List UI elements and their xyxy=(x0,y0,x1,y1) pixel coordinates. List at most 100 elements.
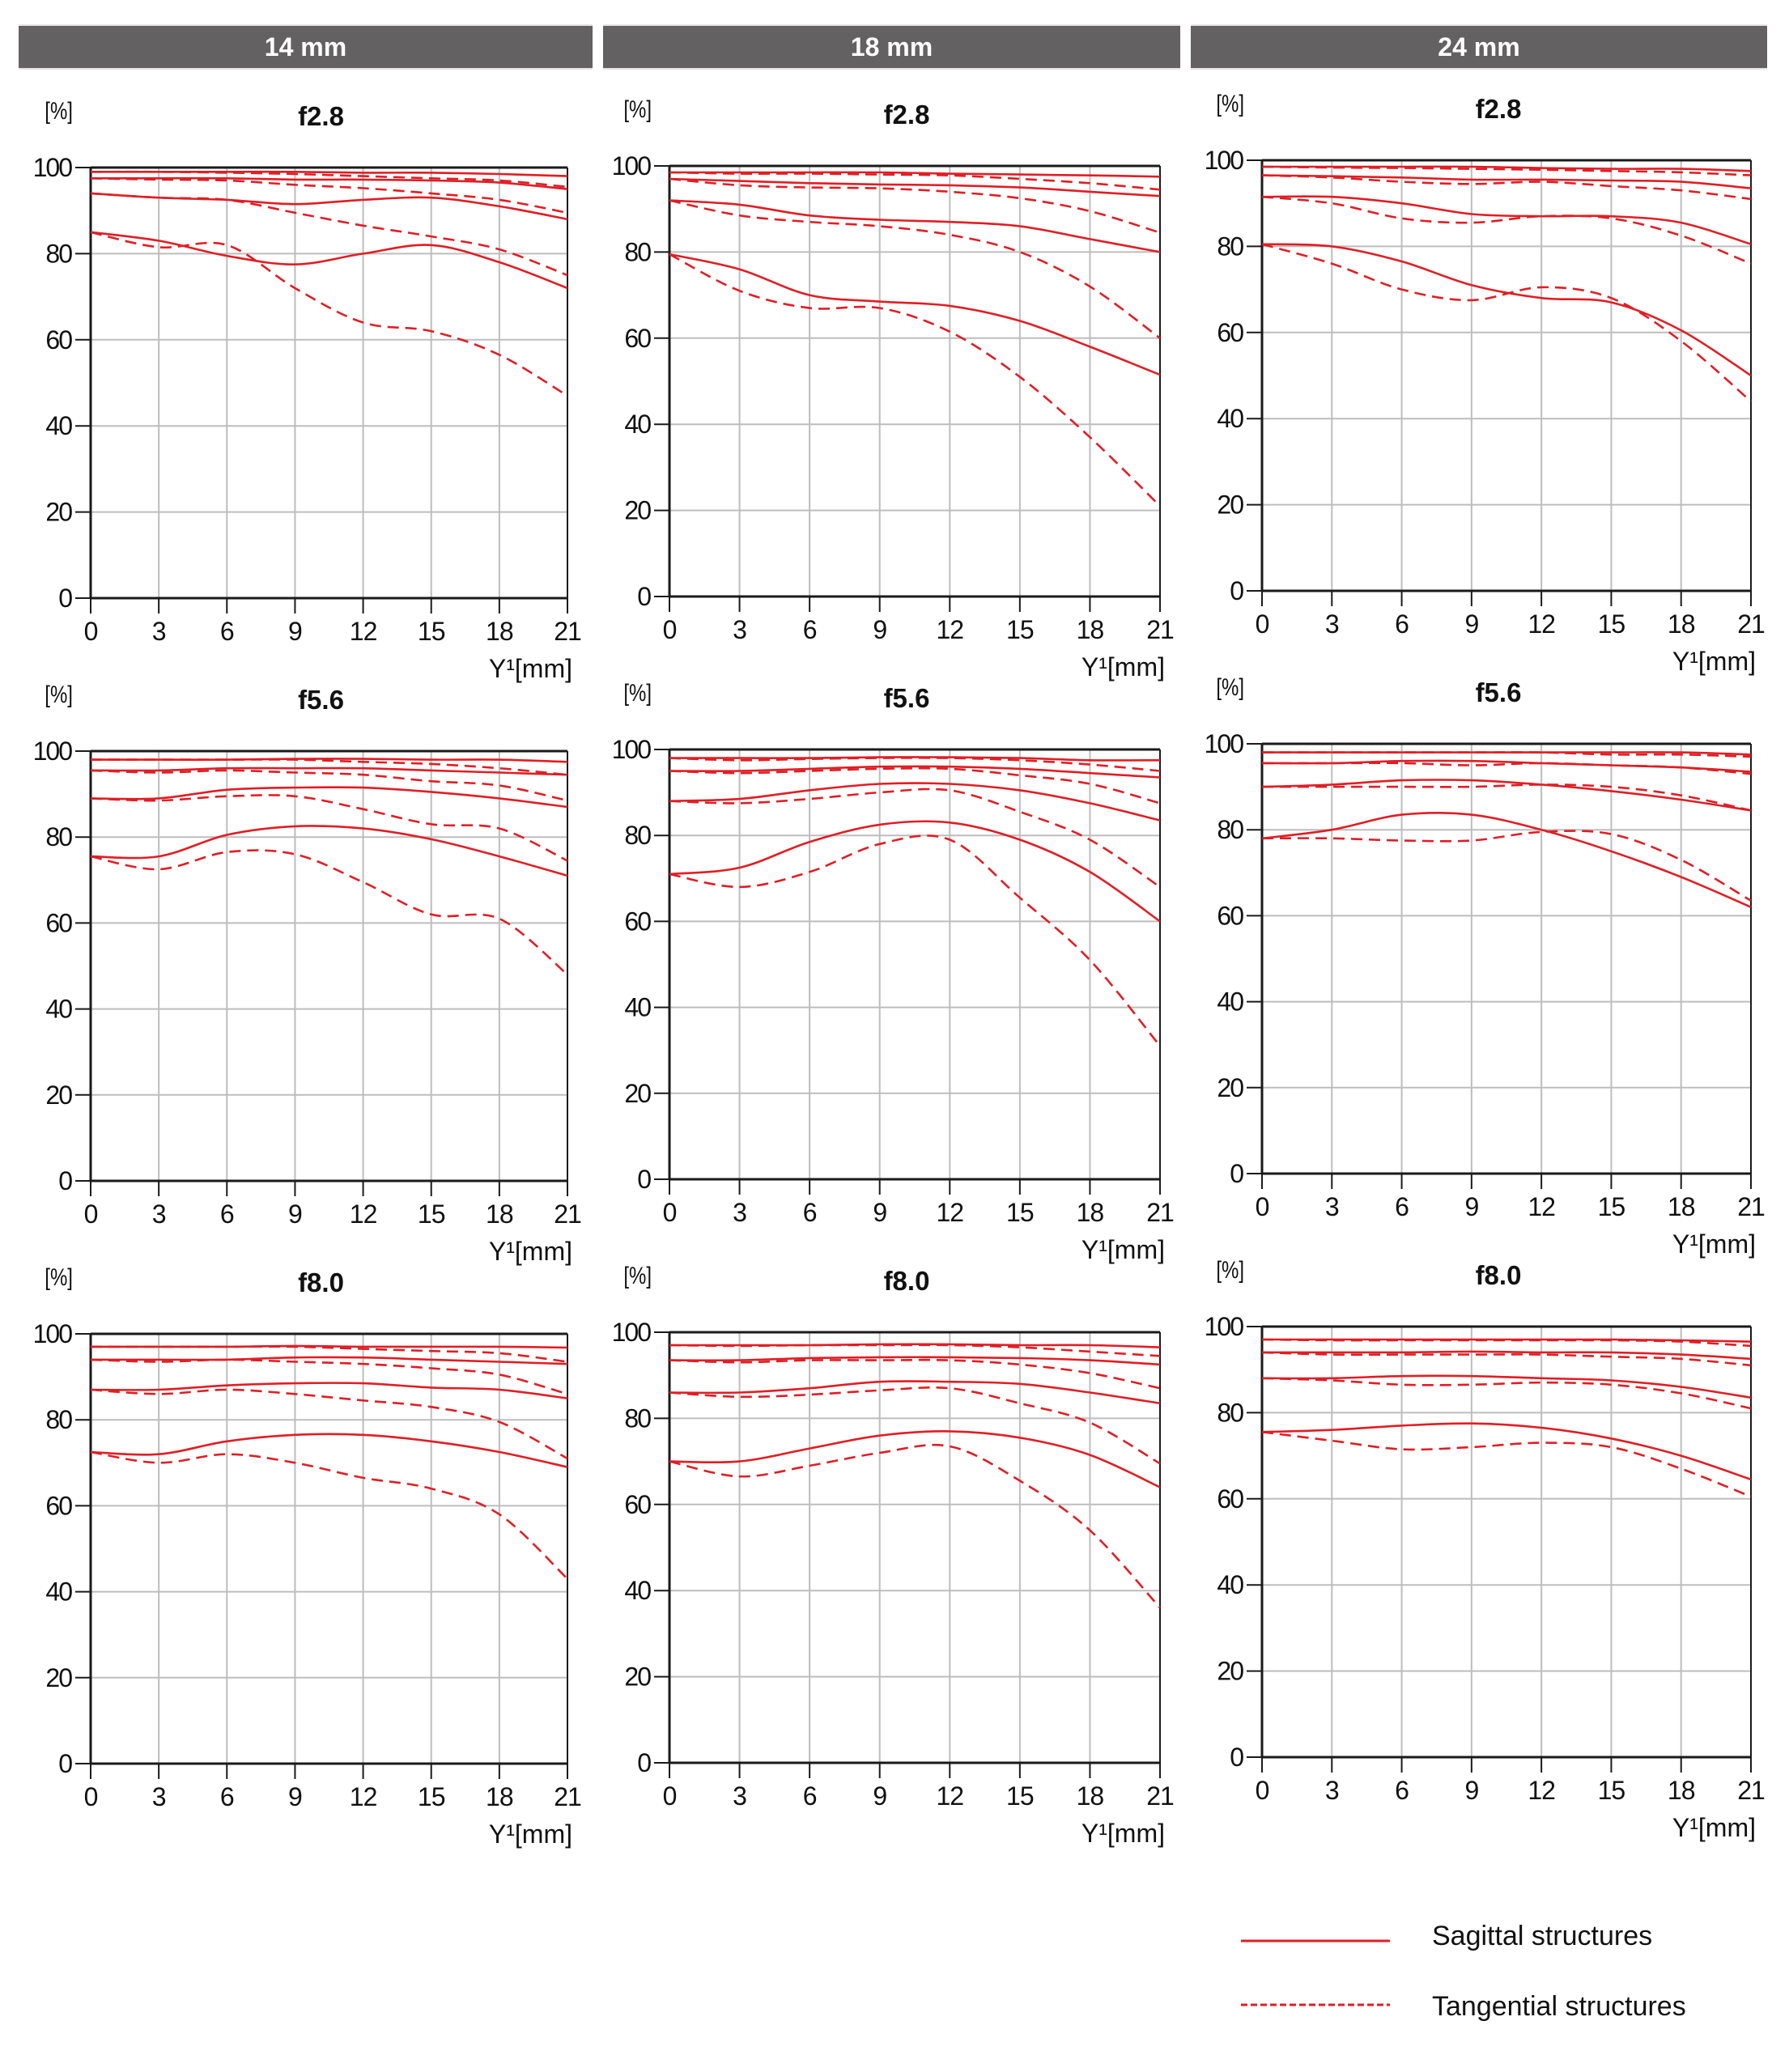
y-tick-label: 100 xyxy=(1205,729,1244,758)
sagittal-curve xyxy=(669,782,1161,822)
x-tick-label: 3 xyxy=(1325,1776,1339,1805)
header-14mm: 14 mm xyxy=(19,24,593,70)
tangential-curve xyxy=(669,177,1161,234)
x-tick-label: 0 xyxy=(663,1781,677,1811)
x-tick-label: 9 xyxy=(288,1782,302,1811)
tangential-curve xyxy=(90,1388,568,1460)
y-tick-label: 60 xyxy=(624,324,651,353)
x-axis-label: Y¹[mm] xyxy=(1081,1819,1165,1848)
y-tick-label: 80 xyxy=(45,239,72,268)
x-tick-label: 6 xyxy=(1395,1776,1409,1805)
chart-title: f2.8 xyxy=(884,100,930,130)
x-tick-label: 6 xyxy=(1395,1192,1409,1221)
x-tick-label: 3 xyxy=(152,1199,166,1229)
x-tick-label: 15 xyxy=(1006,1198,1034,1227)
y-tick-label: 80 xyxy=(1217,815,1243,844)
x-tick-label: 18 xyxy=(486,617,513,646)
x-tick-label: 9 xyxy=(873,615,886,644)
x-tick-label: 18 xyxy=(1668,1192,1695,1221)
sagittal-curve xyxy=(1261,195,1752,245)
sagittal-curve xyxy=(1261,1422,1752,1481)
x-tick-label: 21 xyxy=(1146,1198,1174,1227)
x-tick-label: 12 xyxy=(1528,1776,1555,1805)
tangential-curve xyxy=(669,1443,1161,1609)
x-tick-label: 3 xyxy=(152,1782,166,1811)
tangential-curve xyxy=(1261,1377,1752,1410)
y-tick-label: 80 xyxy=(45,1405,72,1434)
y-tick-label: 80 xyxy=(624,1403,651,1433)
legend-tangential-label: Tangential structures xyxy=(1432,1991,1686,2022)
tangential-curve xyxy=(1262,751,1752,758)
header-24mm: 24 mm xyxy=(1191,24,1767,70)
sagittal-curve xyxy=(669,1380,1161,1405)
y-tick-label: 20 xyxy=(45,1663,72,1692)
x-tick-label: 0 xyxy=(84,1199,98,1229)
sagittal-curve xyxy=(669,765,1161,779)
x-tick-label: 12 xyxy=(936,1781,963,1811)
y-tick-label: 60 xyxy=(1217,318,1243,347)
tangential-curve xyxy=(669,171,1161,191)
x-axis-label: Y¹[mm] xyxy=(1672,1229,1756,1259)
sagittal-curve xyxy=(669,177,1161,197)
x-tick-label: 21 xyxy=(1737,1776,1765,1805)
y-tick-label: 40 xyxy=(624,993,651,1022)
x-tick-label: 21 xyxy=(1737,609,1765,639)
y-tick-label: 100 xyxy=(1205,146,1244,175)
x-tick-label: 9 xyxy=(873,1198,886,1227)
tangential-curve xyxy=(669,766,1161,805)
tangential-curve xyxy=(90,1345,568,1363)
chart-title: f8.0 xyxy=(884,1266,930,1296)
y-tick-label: 40 xyxy=(45,1577,72,1607)
x-tick-label: 3 xyxy=(733,615,746,644)
x-tick-label: 3 xyxy=(152,617,166,646)
tangential-curve xyxy=(669,834,1162,1047)
tangential-curve xyxy=(669,788,1161,888)
mtf-chart-24mm-f8_0: f8.0 [%] 0 20 40 60 80 100 0 3 6 9 12 15 18 21 Y¹[mm] xyxy=(1205,1255,1766,1842)
y-tick-label: 40 xyxy=(45,411,72,440)
chart-title: f5.6 xyxy=(298,685,344,715)
mtf-chart-18mm-f8_0: f8.0 [%] 0 20 40 60 80 100 0 3 6 9 12 15 18 21 Y¹[mm] xyxy=(612,1261,1175,1848)
y-tick-label: 20 xyxy=(624,1662,651,1692)
y-unit-label: [%] xyxy=(45,680,73,707)
sagittal-curve xyxy=(669,756,1161,762)
chart-title: f5.6 xyxy=(1476,677,1522,707)
y-tick-label: 100 xyxy=(33,737,73,766)
x-tick-label: 21 xyxy=(1146,615,1174,644)
tangential-curve xyxy=(90,192,568,277)
y-tick-label: 80 xyxy=(624,237,651,266)
sagittal-curve xyxy=(90,786,568,809)
sagittal-curve xyxy=(669,253,1161,376)
sagittal-curve xyxy=(90,766,568,776)
x-tick-label: 0 xyxy=(663,615,677,644)
x-tick-label: 15 xyxy=(1006,615,1034,644)
x-tick-label: 9 xyxy=(288,617,302,646)
x-tick-label: 3 xyxy=(1325,1192,1339,1221)
legend-sagittal-swatch xyxy=(1241,1939,1390,1942)
x-tick-label: 18 xyxy=(1077,1781,1104,1811)
x-axis-label: Y¹[mm] xyxy=(489,654,572,683)
y-tick-label: 0 xyxy=(1230,576,1243,605)
y-tick-label: 60 xyxy=(624,906,651,936)
y-tick-label: 0 xyxy=(637,582,651,611)
sagittal-curve xyxy=(90,1433,568,1468)
tangential-curve xyxy=(90,170,568,189)
y-tick-label: 40 xyxy=(624,410,651,439)
y-tick-label: 60 xyxy=(1217,1484,1243,1514)
y-tick-label: 0 xyxy=(58,584,72,613)
x-tick-label: 21 xyxy=(554,617,581,646)
tangential-curve xyxy=(91,758,568,776)
sagittal-curve xyxy=(90,1382,568,1399)
sagittal-curve xyxy=(1261,811,1752,908)
mtf-chart-24mm-f5_6: f5.6 [%] 0 20 40 60 80 100 0 3 6 9 12 15 18 21 Y¹[mm] xyxy=(1205,673,1766,1259)
x-tick-label: 0 xyxy=(1256,609,1269,639)
mtf-chart-14mm-f2_8: f2.8 [%] 0 20 40 60 80 100 0 3 6 9 12 15 18 21 Y¹[mm] xyxy=(33,96,582,683)
x-tick-label: 6 xyxy=(220,617,234,646)
tangential-curve xyxy=(1261,243,1752,402)
x-tick-label: 21 xyxy=(1146,1781,1174,1811)
y-tick-label: 60 xyxy=(45,1491,72,1520)
sagittal-curve xyxy=(669,820,1161,923)
y-unit-label: [%] xyxy=(1216,1255,1244,1283)
y-unit-label: [%] xyxy=(45,96,73,124)
y-tick-label: 80 xyxy=(1217,1398,1243,1427)
x-tick-label: 12 xyxy=(350,1199,377,1229)
